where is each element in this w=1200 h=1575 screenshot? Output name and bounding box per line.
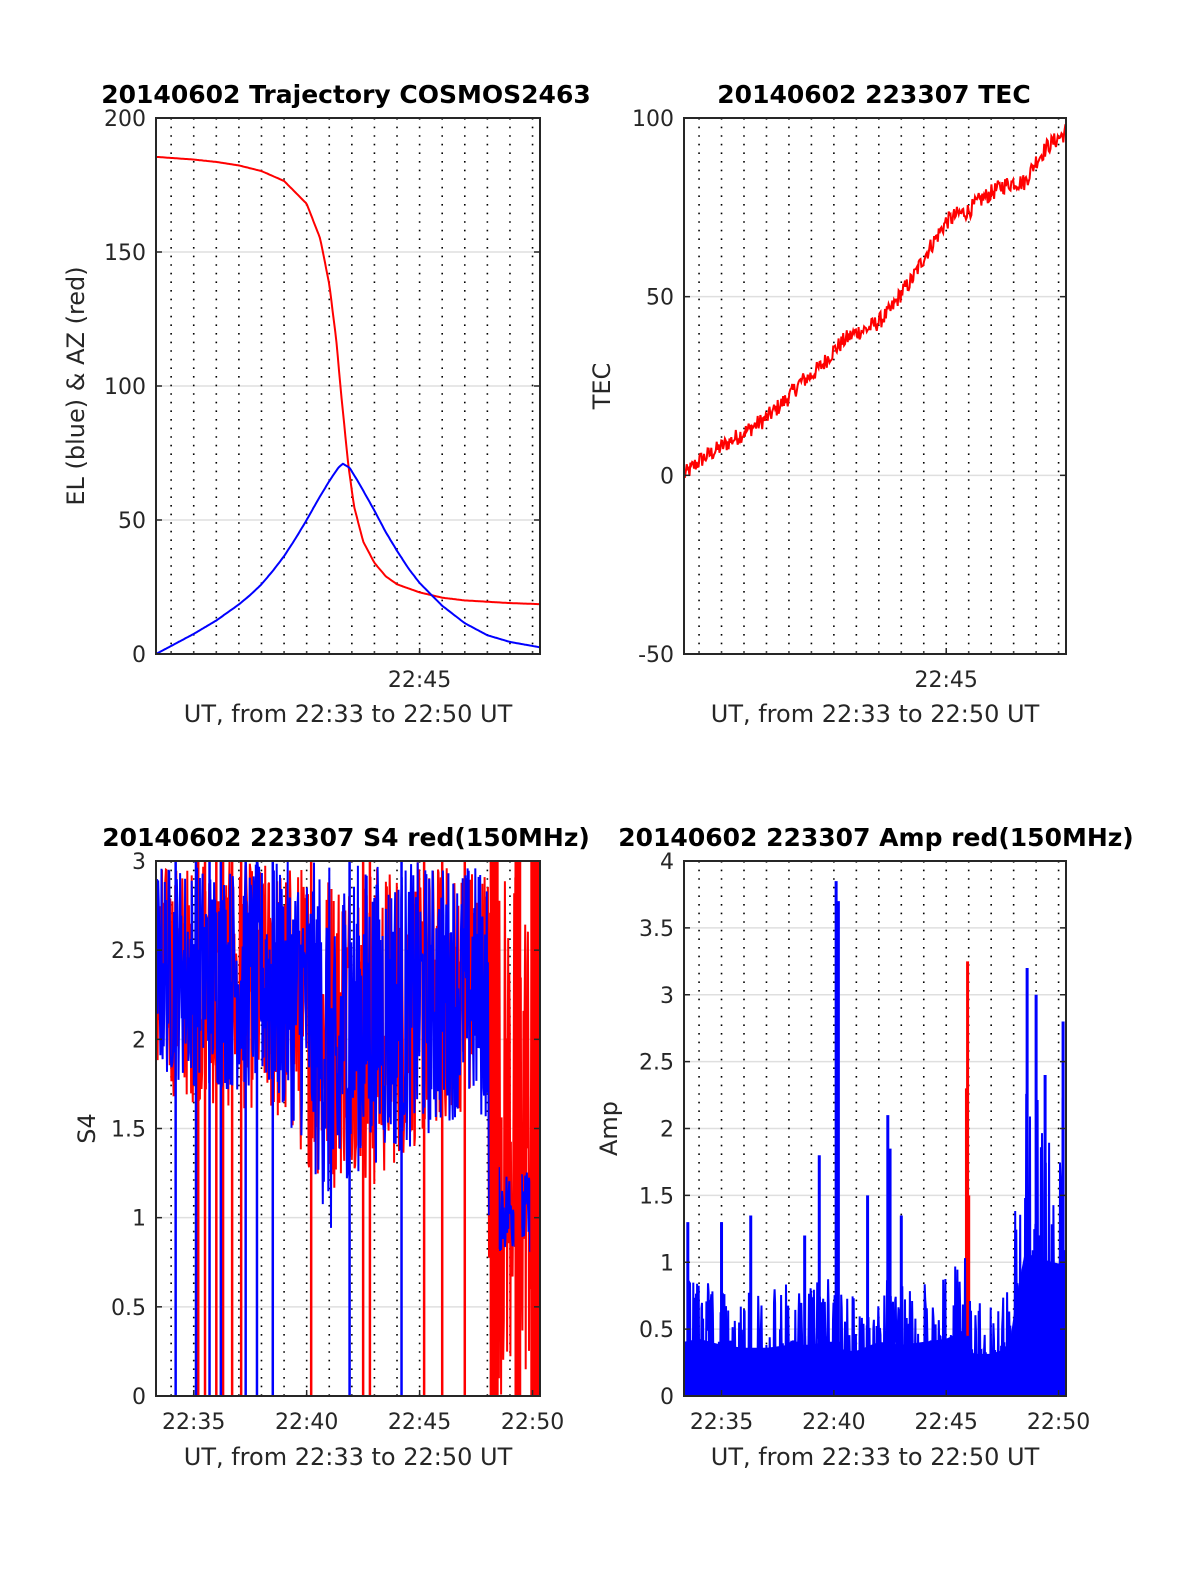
y-axis-label: Amp	[595, 1101, 623, 1156]
y-tick-label: 2.5	[111, 939, 146, 964]
y-tick-label: 50	[118, 509, 146, 534]
x-tick-label: 22:35	[690, 1410, 753, 1435]
series-line-red	[684, 123, 1066, 478]
series-block-red	[514, 861, 522, 1396]
y-tick-label: 1.5	[639, 1184, 674, 1209]
x-tick-label: 22:50	[501, 1410, 564, 1435]
y-tick-label: 1	[132, 1207, 146, 1232]
series-fill-blue	[684, 1252, 1066, 1396]
y-tick-label: 0	[132, 643, 146, 668]
chart-title: 20140602 223307 Amp red(150MHz)	[618, 823, 1134, 852]
y-tick-label: 150	[104, 241, 146, 266]
y-axis-label: EL (blue) & AZ (red)	[62, 266, 90, 505]
y-tick-label: 0	[132, 1385, 146, 1410]
x-tick-label: 22:45	[915, 668, 978, 693]
plot-area	[684, 881, 1066, 1396]
series-line-red	[156, 155, 540, 606]
y-tick-label: 2	[132, 1028, 146, 1053]
y-tick-label: 4	[660, 850, 674, 875]
y-tick-label: 1	[660, 1251, 674, 1276]
chart-title: 20140602 Trajectory COSMOS2463	[101, 80, 591, 109]
y-tick-label: 2	[660, 1118, 674, 1143]
y-tick-label: 100	[104, 375, 146, 400]
y-tick-label: 3.5	[639, 917, 674, 942]
y-axis-label: S4	[73, 1113, 101, 1144]
axes-box	[683, 117, 1067, 655]
y-tick-label: 50	[646, 286, 674, 311]
x-tick-label: 22:45	[388, 668, 451, 693]
chart-title: 20140602 223307 S4 red(150MHz)	[102, 823, 590, 852]
chart-panel-4: 0 0.5 1 1.5 2 2.5 3 3.5 4 22:35 22:40 22:45 22:50 201…	[595, 823, 1134, 1471]
chart-panel-1: 0 50 100 150 200 22:45 20140602 Trajectory COS…	[62, 80, 591, 728]
y-tick-label: 0	[660, 464, 674, 489]
chart-title: 20140602 223307 TEC	[717, 80, 1030, 109]
x-tick-label: 22:50	[1027, 1410, 1090, 1435]
plot-area	[684, 123, 1066, 478]
y-tick-label: 200	[104, 107, 146, 132]
y-tick-label: 2.5	[639, 1051, 674, 1076]
x-tick-label: 22:45	[915, 1410, 978, 1435]
y-tick-label: 1.5	[111, 1118, 146, 1143]
x-axis-label: UT, from 22:33 to 22:50 UT	[711, 700, 1040, 728]
y-tick-label: 0.5	[639, 1318, 674, 1343]
y-tick-label: 3	[660, 984, 674, 1009]
x-tick-label: 22:35	[162, 1410, 225, 1435]
x-tick-label: 22:40	[802, 1410, 865, 1435]
y-tick-label: 0	[660, 1385, 674, 1410]
y-tick-label: 100	[632, 107, 674, 132]
series-block-red	[489, 861, 499, 1396]
y-axis-label: TEC	[588, 363, 616, 411]
chart-panel-3: 0 0.5 1 1.5 2 2.5 3 22:35 22:40 22:45 22:50 2014060…	[73, 823, 590, 1471]
plot-area	[156, 155, 540, 654]
y-tick-label: 3	[132, 850, 146, 875]
chart-panel-2: -50 0 50 100 22:45 20140602 223307 TEC UT, fro…	[588, 80, 1067, 728]
y-tick-label: 0.5	[111, 1296, 146, 1321]
series-line-blue	[156, 462, 540, 654]
x-axis-label: UT, from 22:33 to 22:50 UT	[184, 1443, 513, 1471]
y-tick-label: -50	[638, 643, 674, 668]
x-axis-label: UT, from 22:33 to 22:50 UT	[184, 700, 513, 728]
x-axis-label: UT, from 22:33 to 22:50 UT	[711, 1443, 1040, 1471]
x-tick-label: 22:45	[388, 1410, 451, 1435]
x-tick-label: 22:40	[275, 1410, 338, 1435]
